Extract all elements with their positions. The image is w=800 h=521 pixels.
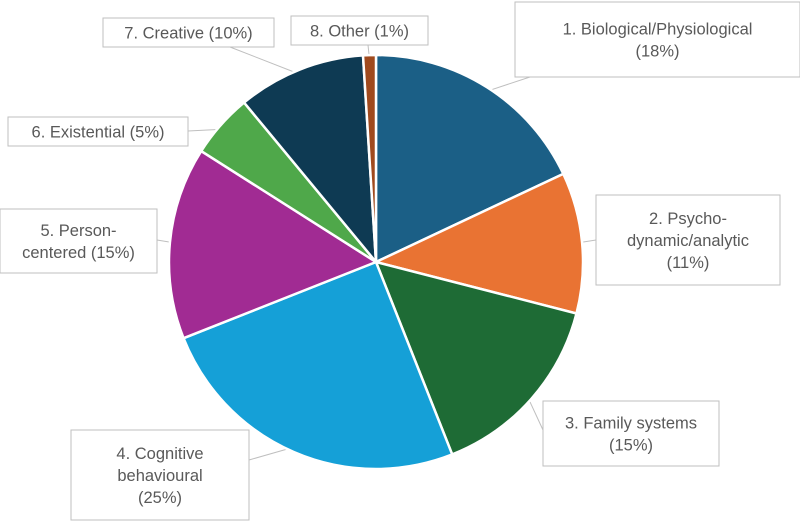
- slice-label-7: 7. Creative (10%): [124, 25, 252, 43]
- callout-box-7: [102, 17, 275, 48]
- pie-slice-3: [373, 260, 579, 457]
- callout-5: 5. Person-centered (15%): [0, 208, 158, 274]
- slice-label-4-line-1: 4. Cognitive: [116, 445, 203, 463]
- slice-label-8: 8. Other (1%): [310, 23, 409, 41]
- callout-1: 1. Biological/Physiological (18%): [514, 1, 800, 78]
- slice-label-5: 5. Person-centered (15%): [22, 222, 135, 262]
- pie-slice-2: [372, 172, 585, 316]
- callout-2: 2. Psycho-dynamic/analytic (11%): [595, 194, 781, 286]
- pie-slices: [167, 53, 585, 471]
- pie-slice-4: [181, 260, 454, 471]
- slice-label-3: 3. Family systems (15%): [565, 415, 697, 455]
- pie-slice-7: [242, 54, 378, 266]
- slice-label-3-line-2: (15%): [609, 437, 653, 455]
- callout-box-1: [514, 1, 800, 78]
- pie-slice-1: [374, 53, 565, 264]
- slice-label-3-line-1: 3. Family systems: [565, 415, 697, 433]
- callout-box-3: [542, 400, 720, 467]
- slice-label-2-line-3: (11%): [667, 254, 710, 272]
- slice-label-1-line-1: 1. Biological/Physiological: [563, 21, 753, 39]
- callout-box-2: [595, 194, 781, 286]
- slice-label-1-line-2: (18%): [635, 43, 679, 61]
- slice-label-6: 6. Existential (5%): [32, 124, 165, 142]
- slice-label-4-line-3: (25%): [138, 489, 182, 507]
- slice-label-1: 1. Biological/Physiological (18%): [563, 21, 753, 61]
- callout-box-4: [70, 429, 250, 521]
- callout-box-5: [0, 208, 158, 274]
- slice-label-2: 2. Psycho-dynamic/analytic (11%): [627, 210, 749, 272]
- callout-3: 3. Family systems (15%): [542, 400, 720, 467]
- callout-8: 8. Other (1%): [290, 15, 429, 46]
- slice-label-4-line-2: behavioural: [117, 467, 202, 485]
- slice-label-2-line-1: 2. Psycho-: [649, 210, 727, 228]
- leader-line-7: [229, 46, 303, 76]
- slice-label-8-line-1: 8. Other (1%): [310, 23, 409, 41]
- callout-7: 7. Creative (10%): [102, 17, 275, 48]
- slice-label-6-line-1: 6. Existential (5%): [32, 124, 165, 142]
- slice-label-7-line-1: 7. Creative (10%): [124, 25, 252, 43]
- slice-label-5-line-1: 5. Person-: [40, 222, 116, 240]
- callout-box-6: [7, 116, 189, 147]
- pie-slice-8: [361, 53, 378, 263]
- callout-box-8: [290, 15, 429, 46]
- slice-label-2-line-2: dynamic/analytic: [627, 232, 749, 250]
- callout-6: 6. Existential (5%): [7, 116, 189, 147]
- slice-label-4: 4. Cognitive behavioural (25%): [116, 445, 203, 507]
- callout-4: 4. Cognitive behavioural (25%): [70, 429, 250, 521]
- slice-label-5-line-2: centered (15%): [22, 244, 135, 262]
- pie-slice-5: [167, 149, 379, 340]
